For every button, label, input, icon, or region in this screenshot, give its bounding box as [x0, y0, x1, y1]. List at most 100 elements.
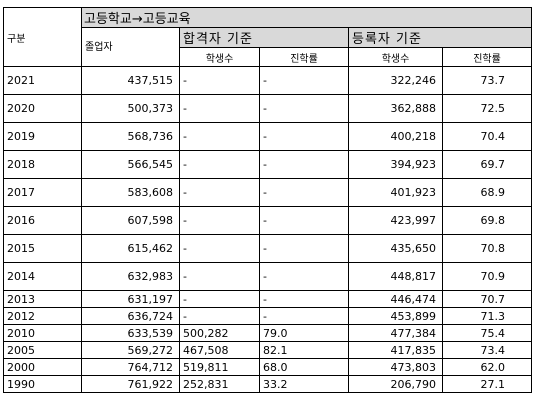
pass-group-header: 합격자 기준 [179, 27, 349, 48]
table-row: 2000 764,712 519,811 68.0 473,803 62.0 [3, 358, 532, 376]
year-cell: 2013 [3, 290, 82, 308]
year-cell: 2005 [3, 341, 82, 359]
reg-students-cell: 206,790 [348, 375, 443, 393]
pass-students-cell: - [179, 150, 260, 179]
graduates-cell: 568,736 [81, 122, 180, 151]
pass-students-cell: 467,508 [179, 341, 260, 359]
graduates-cell: 761,922 [81, 375, 180, 393]
graduates-cell: 583,608 [81, 178, 180, 207]
graduates-cell: 764,712 [81, 358, 180, 376]
year-cell: 2016 [3, 206, 82, 235]
year-cell: 2020 [3, 94, 82, 123]
pass-rate-header: 진학률 [259, 47, 349, 67]
pass-rate-cell: - [259, 150, 349, 179]
graduates-cell: 636,724 [81, 307, 180, 325]
table-row: 2017 583,608 - - 401,923 68.9 [3, 178, 532, 207]
reg-rate-cell: 71.3 [442, 307, 532, 325]
table-row: 2021 437,515 - - 322,246 73.7 [3, 66, 532, 95]
reg-students-cell: 394,923 [348, 150, 443, 179]
pass-students-cell: - [179, 178, 260, 207]
pass-rate-cell: - [259, 290, 349, 308]
pass-rate-cell: - [259, 206, 349, 235]
table-row: 2019 568,736 - - 400,218 70.4 [3, 122, 532, 151]
table-row: 2015 615,462 - - 435,650 70.8 [3, 234, 532, 263]
year-cell: 1990 [3, 375, 82, 393]
reg-rate-header: 진학률 [442, 47, 532, 67]
table-row: 2005 569,272 467,508 82.1 417,835 73.4 [3, 341, 532, 359]
pass-rate-cell: 68.0 [259, 358, 349, 376]
table-row: 2013 631,197 - - 446,474 70.7 [3, 290, 532, 308]
table-row: 2018 566,545 - - 394,923 69.7 [3, 150, 532, 179]
pass-students-cell: - [179, 290, 260, 308]
reg-students-header: 학생수 [348, 47, 443, 67]
graduates-cell: 632,983 [81, 262, 180, 291]
pass-students-cell: - [179, 66, 260, 95]
graduates-cell: 607,598 [81, 206, 180, 235]
graduates-header: 졸업자 [81, 27, 180, 67]
reg-students-cell: 448,817 [348, 262, 443, 291]
pass-students-cell: 519,811 [179, 358, 260, 376]
reg-rate-cell: 70.7 [442, 290, 532, 308]
reg-rate-cell: 70.8 [442, 234, 532, 263]
statistics-table: 구분 고등학교→고등교육 졸업자 합격자 기준 등록자 기준 학생수 진학률 학… [3, 7, 532, 393]
year-cell: 2017 [3, 178, 82, 207]
pass-rate-cell: - [259, 307, 349, 325]
graduates-cell: 566,545 [81, 150, 180, 179]
reg-students-cell: 417,835 [348, 341, 443, 359]
reg-students-cell: 435,650 [348, 234, 443, 263]
pass-students-cell: 252,831 [179, 375, 260, 393]
pass-students-cell: - [179, 262, 260, 291]
pass-students-cell: - [179, 94, 260, 123]
row-label-header: 구분 [3, 7, 82, 67]
graduates-cell: 631,197 [81, 290, 180, 308]
year-cell: 2000 [3, 358, 82, 376]
pass-rate-cell: 82.1 [259, 341, 349, 359]
graduates-cell: 615,462 [81, 234, 180, 263]
pass-students-cell: - [179, 307, 260, 325]
year-cell: 2010 [3, 324, 82, 342]
reg-rate-cell: 73.4 [442, 341, 532, 359]
year-cell: 2021 [3, 66, 82, 95]
graduates-cell: 500,373 [81, 94, 180, 123]
reg-rate-cell: 69.8 [442, 206, 532, 235]
reg-rate-cell: 27.1 [442, 375, 532, 393]
year-cell: 2012 [3, 307, 82, 325]
pass-rate-cell: - [259, 178, 349, 207]
pass-students-cell: 500,282 [179, 324, 260, 342]
table-row: 1990 761,922 252,831 33.2 206,790 27.1 [3, 375, 532, 393]
reg-students-cell: 322,246 [348, 66, 443, 95]
reg-students-cell: 362,888 [348, 94, 443, 123]
reg-rate-cell: 75.4 [442, 324, 532, 342]
reg-students-cell: 446,474 [348, 290, 443, 308]
reg-students-cell: 400,218 [348, 122, 443, 151]
table-row: 2012 636,724 - - 453,899 71.3 [3, 307, 532, 325]
graduates-cell: 633,539 [81, 324, 180, 342]
pass-rate-cell: - [259, 262, 349, 291]
reg-group-header: 등록자 기준 [348, 27, 532, 48]
pass-rate-cell: 33.2 [259, 375, 349, 393]
year-cell: 2019 [3, 122, 82, 151]
pass-students-cell: - [179, 206, 260, 235]
pass-rate-cell: 79.0 [259, 324, 349, 342]
year-cell: 2015 [3, 234, 82, 263]
reg-rate-cell: 72.5 [442, 94, 532, 123]
reg-rate-cell: 62.0 [442, 358, 532, 376]
pass-rate-cell: - [259, 234, 349, 263]
reg-rate-cell: 70.9 [442, 262, 532, 291]
table-row: 2014 632,983 - - 448,817 70.9 [3, 262, 532, 291]
table-row: 2020 500,373 - - 362,888 72.5 [3, 94, 532, 123]
year-cell: 2014 [3, 262, 82, 291]
pass-students-header: 학생수 [179, 47, 260, 67]
reg-students-cell: 423,997 [348, 206, 443, 235]
table-row: 2016 607,598 - - 423,997 69.8 [3, 206, 532, 235]
graduates-cell: 437,515 [81, 66, 180, 95]
graduates-cell: 569,272 [81, 341, 180, 359]
reg-rate-cell: 70.4 [442, 122, 532, 151]
pass-rate-cell: - [259, 66, 349, 95]
reg-rate-cell: 68.9 [442, 178, 532, 207]
pass-rate-cell: - [259, 94, 349, 123]
reg-students-cell: 477,384 [348, 324, 443, 342]
reg-rate-cell: 73.7 [442, 66, 532, 95]
table-row: 2010 633,539 500,282 79.0 477,384 75.4 [3, 324, 532, 342]
